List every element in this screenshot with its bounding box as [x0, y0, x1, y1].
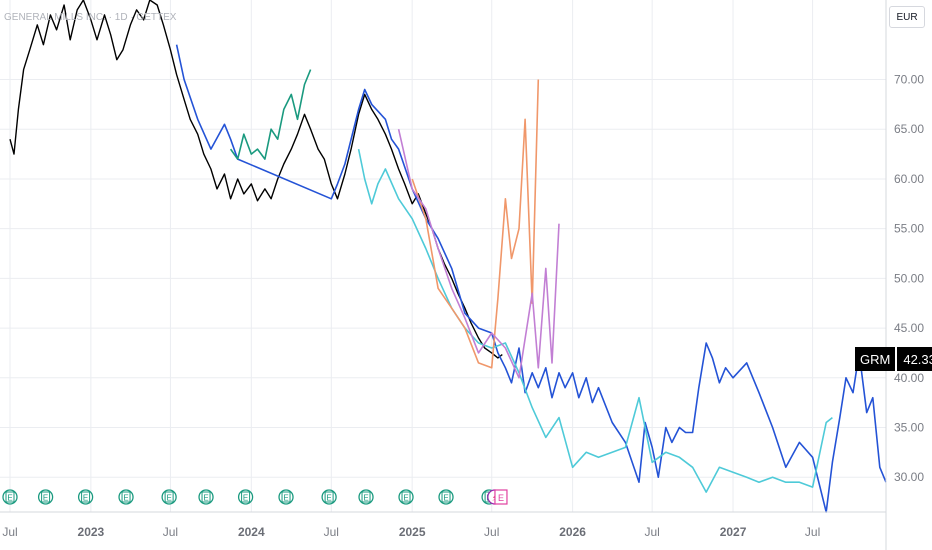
upcoming-earnings-marker	[494, 489, 508, 505]
chart-grid	[0, 0, 886, 512]
price-tick-label: 60.00	[894, 172, 924, 186]
chart-title: GENERAL MILLS INC. · 1D · GETTEX	[4, 12, 177, 23]
last-price-symbol: GRM	[855, 347, 896, 371]
earnings-marker-icon	[441, 491, 451, 503]
time-tick-label: Jul	[2, 525, 17, 539]
time-tick-label: 2024	[238, 525, 265, 539]
earnings-marker-icon	[41, 491, 51, 503]
earnings-marker-label: E	[123, 494, 128, 503]
earnings-marker-label: E	[166, 494, 171, 503]
series-line-5	[397, 129, 560, 379]
earnings-marker-label: E	[83, 494, 88, 503]
time-tick-label: 2027	[720, 525, 747, 539]
earnings-marker-label: E	[283, 494, 288, 503]
price-tick-label: 35.00	[894, 420, 924, 434]
time-tick-label: Jul	[805, 525, 820, 539]
price-tick-label: 70.00	[894, 73, 924, 87]
time-tick-label: Jul	[163, 525, 178, 539]
time-axis[interactable]: Jul 2023 Jul 2024 Jul 2025 Jul 2026 Jul 2027 Jul	[2, 525, 820, 539]
series-line-2	[357, 148, 833, 493]
upcoming-earnings-label: E	[498, 493, 504, 503]
earnings-marker-label: E	[403, 494, 408, 503]
earnings-marker-icon	[81, 491, 91, 503]
time-tick-label: Jul	[324, 525, 339, 539]
earnings-marker-label: E	[243, 494, 248, 503]
price-axis[interactable]: 30.00 35.00 40.00 45.00 50.00 55.00 60.00 65.00…	[894, 73, 924, 485]
earnings-marker-icon	[401, 491, 411, 503]
price-tick-label: 65.00	[894, 122, 924, 136]
earnings-marker-icon	[201, 491, 211, 503]
time-tick-label: Jul	[644, 525, 659, 539]
earnings-marker-label: E	[363, 494, 368, 503]
time-tick-label: 2026	[559, 525, 586, 539]
price-tick-label: 30.00	[894, 470, 924, 484]
earnings-marker-label: E	[203, 494, 208, 503]
earnings-marker-icon	[324, 491, 334, 503]
earnings-marker-icon	[5, 491, 15, 503]
time-tick-label: Jul	[484, 525, 499, 539]
earnings-marker-icon	[121, 491, 131, 503]
earnings-marker-icon	[241, 491, 251, 503]
price-tick-label: 45.00	[894, 321, 924, 335]
price-tick-label: 55.00	[894, 222, 924, 236]
earnings-marker-icon	[281, 491, 291, 503]
price-tick-label: 40.00	[894, 371, 924, 385]
time-tick-label: 2023	[78, 525, 105, 539]
earnings-marker-label: E	[443, 494, 448, 503]
earnings-marker-label: E	[7, 494, 12, 503]
currency-button[interactable]: EUR	[889, 6, 925, 28]
series-line-4	[411, 79, 540, 369]
earnings-marker-icon	[361, 491, 371, 503]
last-price-label: GRM 42.33	[855, 347, 932, 371]
earnings-marker-icon	[164, 491, 174, 503]
price-tick-label: 50.00	[894, 271, 924, 285]
series-line-3	[229, 69, 312, 160]
last-price-value: 42.33	[897, 347, 932, 371]
time-tick-label: 2025	[399, 525, 426, 539]
earnings-marker-label: E	[43, 494, 48, 503]
earnings-marker-label: E	[326, 494, 331, 503]
series-line-1	[175, 44, 887, 513]
chart-series	[9, 0, 887, 513]
